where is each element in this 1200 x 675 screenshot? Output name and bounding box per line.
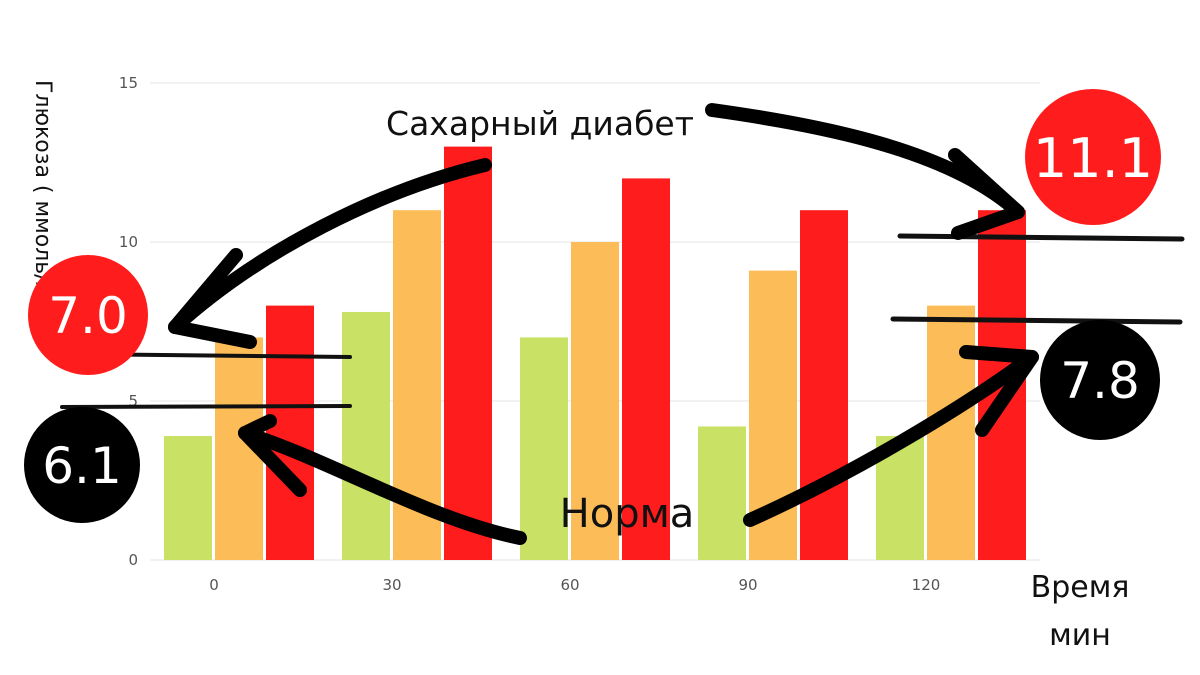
bubble-6-1-label: 6.1 [42,437,122,495]
arrow-norm-left [238,426,527,545]
x-tick-label: 60 [560,576,579,594]
threshold-line-7-8 [890,316,1183,325]
y-tick-label: 5 [128,392,138,410]
arrow-diabetes-left-head [168,248,257,349]
arrow-diabetes-right [705,103,1025,219]
bubble-7-8 [1040,320,1160,440]
x-axis-ticks: 0 30 60 90 120 [209,576,940,594]
bar-60-s2 [571,242,619,560]
y-axis-title: Глюкоза ( ммоль/л) [30,80,55,304]
bubble-11-1 [1025,89,1161,225]
bar-30-s1 [342,311,390,560]
y-tick-label: 10 [119,233,138,251]
diabetes-annotation: Сахарный диабет [386,104,694,143]
arrow-norm-right [743,350,1039,527]
arrow-diabetes-left [168,158,492,334]
bar-30-s3 [444,146,492,560]
bar-120-s2 [927,305,975,560]
y-tick-label: 15 [119,74,138,92]
arrows [168,103,1039,545]
x-tick-label: 120 [912,576,941,594]
bubble-7-8-label: 7.8 [1060,352,1140,410]
threshold-line-11-1 [897,233,1185,242]
bubble-7-0 [28,255,148,375]
bar-0-s3 [266,305,314,560]
arrow-norm-right-head [959,345,1039,437]
bar-60-s3 [622,178,670,560]
x-axis-title-line2: мин [1049,618,1111,653]
x-axis-title-line1: Время [1031,570,1130,605]
bar-90-s3 [800,210,848,560]
bar-90-s1 [698,426,746,560]
x-tick-label: 90 [738,576,757,594]
arrow-norm-left-head [238,414,307,497]
y-tick-label: 0 [128,551,138,569]
norm-annotation: Норма [560,491,695,537]
x-tick-label: 0 [209,576,219,594]
threshold-line-6-1 [60,404,352,409]
bar-0-s1 [164,435,212,560]
y-axis-ticks: 0 5 10 15 [119,74,138,569]
bubble-7-0-label: 7.0 [48,287,128,345]
arrow-diabetes-right-head [948,148,1025,240]
x-tick-label: 30 [382,576,401,594]
bubble-6-1 [24,407,140,523]
bubble-11-1-label: 11.1 [1033,127,1153,190]
bar-60-s1 [520,337,568,560]
